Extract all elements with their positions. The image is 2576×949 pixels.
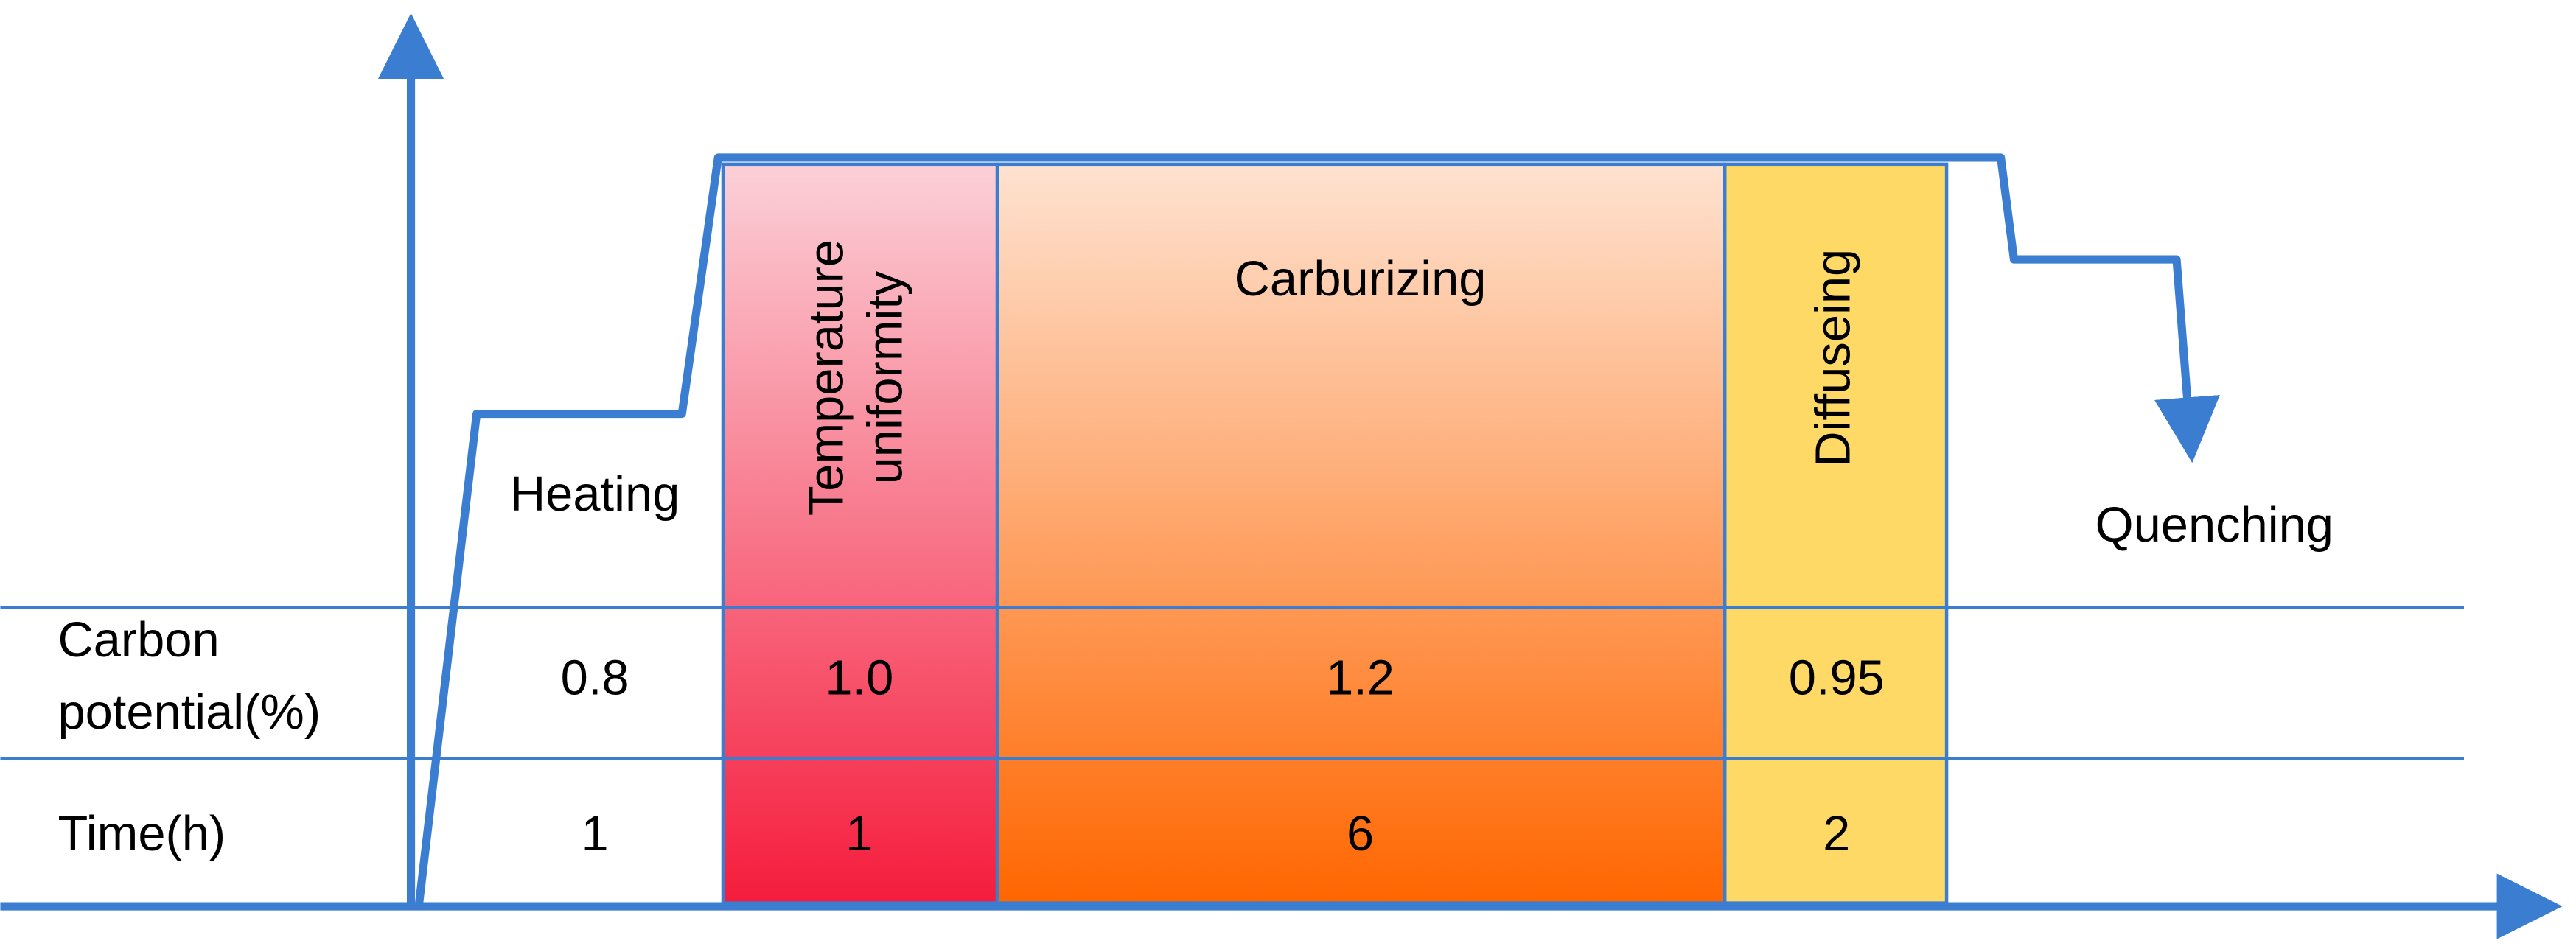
cell: 1.2 — [1326, 650, 1395, 705]
row-header: Carbon — [57, 612, 219, 668]
stage-label: Diffuseing — [1805, 249, 1860, 467]
row-header: potential(%) — [57, 684, 321, 740]
cell: 6 — [1347, 806, 1374, 861]
cell: 0.8 — [561, 650, 629, 705]
cell: 1.0 — [825, 650, 893, 705]
cell: 2 — [1823, 806, 1850, 861]
stage-label: Heating — [510, 466, 680, 522]
temperature-curve — [415, 153, 2220, 904]
diffusing-box — [1723, 162, 1949, 905]
stage-label: Carburizing — [1235, 251, 1487, 307]
cell: 0.95 — [1789, 650, 1885, 705]
stage-label: Quenching — [2095, 497, 2334, 553]
carburizing-box — [995, 162, 1727, 905]
cell: 1 — [845, 806, 873, 861]
row-header: Time(h) — [57, 806, 226, 861]
uniformity-box — [721, 162, 999, 905]
stage-label: uniformity — [858, 270, 913, 484]
stage-label: Temperature — [798, 239, 854, 516]
stage-label-group: Temperature uniformity — [798, 239, 912, 516]
cell: 1 — [582, 806, 609, 861]
